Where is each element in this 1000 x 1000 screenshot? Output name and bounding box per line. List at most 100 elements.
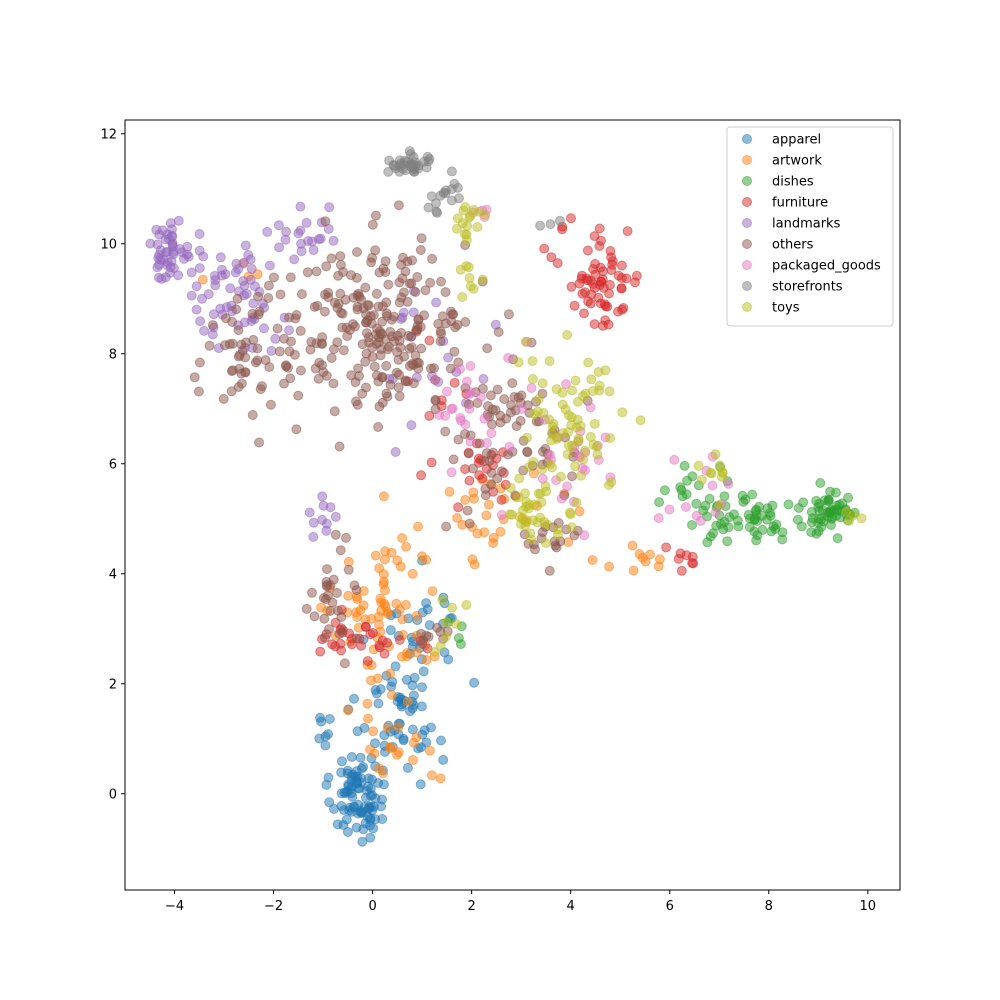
point-others	[204, 340, 215, 351]
point-others	[416, 343, 427, 354]
point-landmarks	[443, 352, 454, 363]
point-others	[411, 325, 422, 336]
point-furniture	[605, 246, 616, 256]
point-toys	[472, 222, 483, 232]
point-artwork	[411, 647, 422, 658]
point-others	[435, 336, 446, 347]
point-dishes	[676, 485, 687, 496]
point-apparel	[348, 801, 359, 812]
point-landmarks	[199, 325, 209, 336]
series-storefronts	[383, 146, 565, 231]
point-others	[420, 285, 431, 296]
point-toys	[617, 407, 628, 418]
point-toys	[714, 500, 725, 511]
legend-marker-toys	[742, 302, 752, 312]
point-others	[339, 658, 350, 669]
point-toys	[460, 202, 471, 212]
point-landmarks	[264, 260, 275, 271]
point-toys	[440, 631, 451, 642]
point-others	[351, 633, 362, 644]
point-others	[484, 456, 495, 466]
point-furniture	[496, 494, 507, 505]
point-landmarks	[182, 249, 192, 260]
point-others	[285, 272, 296, 283]
x-tick-label: 6	[666, 899, 674, 914]
point-furniture	[621, 273, 632, 284]
point-toys	[464, 273, 475, 283]
point-others	[492, 473, 503, 484]
point-landmarks	[243, 250, 254, 260]
point-packaged_goods	[556, 493, 567, 504]
point-dishes	[698, 505, 709, 516]
point-others	[318, 367, 329, 378]
point-landmarks	[186, 290, 197, 301]
point-dishes	[761, 514, 772, 525]
point-dishes	[453, 633, 464, 644]
point-others	[382, 344, 393, 355]
point-others	[326, 253, 337, 264]
point-landmarks	[296, 246, 307, 257]
point-storefronts	[554, 215, 565, 226]
point-others	[413, 314, 424, 325]
point-apparel	[359, 723, 370, 733]
point-landmarks	[433, 376, 444, 387]
point-others	[296, 289, 307, 300]
point-apparel	[338, 820, 349, 830]
point-others	[240, 367, 251, 378]
point-landmarks	[284, 325, 294, 336]
legend-label-landmarks: landmarks	[772, 217, 841, 232]
point-artwork	[373, 763, 384, 774]
point-artwork	[343, 705, 353, 716]
point-others	[274, 346, 285, 357]
point-packaged_goods	[455, 364, 465, 375]
point-others	[400, 375, 411, 386]
point-storefronts	[413, 160, 424, 171]
point-toys	[563, 410, 574, 421]
point-artwork	[370, 550, 381, 561]
point-landmarks	[191, 281, 202, 292]
point-toys	[565, 509, 576, 520]
point-furniture	[582, 245, 593, 256]
point-toys	[429, 647, 440, 657]
point-storefronts	[424, 154, 435, 164]
point-others	[511, 421, 522, 432]
x-tick-label: 4	[567, 899, 575, 914]
point-toys	[513, 357, 524, 368]
point-furniture	[546, 252, 557, 263]
point-others	[302, 267, 313, 278]
point-furniture	[335, 638, 346, 649]
point-others	[342, 331, 353, 341]
point-dishes	[796, 521, 807, 532]
point-others	[279, 378, 289, 389]
point-furniture	[424, 335, 435, 346]
point-packaged_goods	[579, 530, 590, 541]
point-landmarks	[406, 420, 417, 431]
point-others	[482, 343, 493, 354]
point-apparel	[402, 762, 413, 773]
point-others	[318, 593, 329, 603]
point-others	[448, 309, 459, 320]
point-artwork	[395, 561, 406, 572]
point-furniture	[622, 226, 633, 237]
point-others	[463, 448, 474, 459]
point-landmarks	[203, 289, 214, 300]
point-dishes	[762, 503, 773, 514]
point-furniture	[617, 304, 628, 315]
y-tick-label: 6	[109, 457, 117, 472]
point-landmarks	[295, 201, 306, 212]
point-furniture	[374, 642, 385, 653]
point-others	[330, 529, 341, 540]
legend-label-apparel: apparel	[772, 133, 821, 148]
point-toys	[586, 374, 597, 385]
point-others	[425, 363, 436, 374]
point-toys	[461, 600, 472, 610]
point-others	[427, 253, 438, 264]
point-apparel	[436, 735, 446, 746]
point-artwork	[435, 773, 446, 784]
point-artwork	[627, 540, 638, 551]
point-dishes	[830, 487, 841, 498]
point-others	[488, 447, 499, 458]
point-others	[325, 606, 336, 616]
point-apparel	[324, 714, 335, 724]
point-others	[320, 216, 331, 227]
